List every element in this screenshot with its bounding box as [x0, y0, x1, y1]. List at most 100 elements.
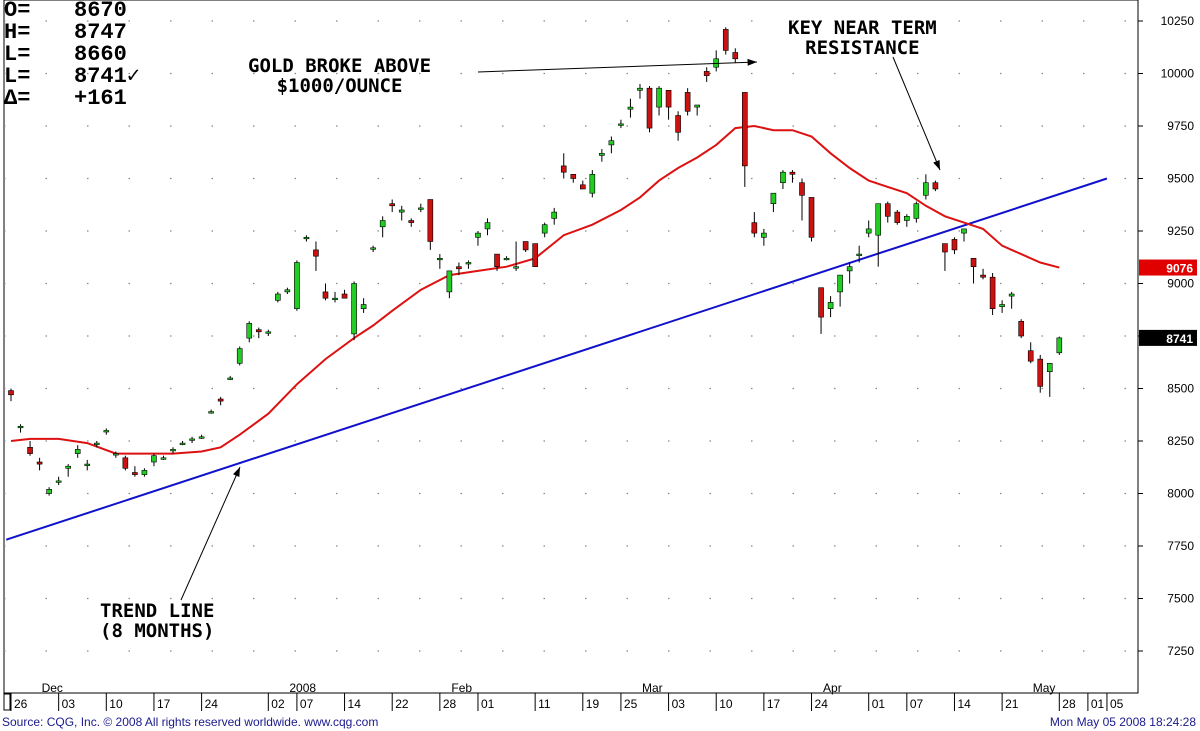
candle-body-109 — [1046, 362, 1053, 372]
x-axis-start-marker — [3, 693, 11, 711]
candle-body-65 — [627, 106, 634, 110]
candle-body-27 — [265, 331, 272, 334]
candle-body-18 — [179, 442, 186, 445]
ohlc-last-label: L= — [4, 64, 31, 89]
candle-body-110 — [1056, 337, 1063, 354]
candle-body-60 — [579, 184, 586, 190]
candle-body-40 — [389, 203, 396, 207]
x-tick-label-28: 28 — [443, 697, 457, 711]
candle-body-34 — [332, 297, 338, 301]
candle-body-2 — [27, 446, 33, 454]
candle-body-39 — [379, 220, 386, 228]
candle-body-13 — [132, 472, 138, 475]
candle-body-42 — [408, 220, 415, 223]
gold-arrow-head — [747, 58, 757, 66]
plot-border — [3, 0, 1139, 694]
candle-body-77 — [742, 92, 748, 167]
ohlc-last-value: 8741✓ — [74, 64, 141, 89]
candle-body-41 — [398, 209, 405, 213]
x-tick-label-26: 26 — [14, 697, 28, 711]
candle-body-55 — [532, 243, 538, 268]
candle-body-100 — [961, 228, 967, 234]
month-label-May: May — [1033, 681, 1056, 695]
month-label-2008: 2008 — [289, 681, 316, 695]
resistance-arrow-head — [933, 160, 940, 170]
x-tick-label-03: 03 — [62, 697, 76, 711]
candle-body-35 — [341, 293, 348, 299]
x-tick-label-17: 17 — [157, 697, 171, 711]
month-label-Feb: Feb — [451, 681, 472, 695]
candle-body-91 — [875, 203, 882, 236]
candle-body-38 — [370, 247, 376, 250]
annotation-gold-line2: $1000/OUNCE — [276, 75, 403, 97]
ohlc-high-value: 8747 — [74, 20, 127, 45]
candle-body-43 — [417, 207, 424, 210]
candle-body-11 — [113, 453, 119, 456]
candle-body-53 — [513, 266, 519, 269]
y-tick-label-8250: 8250 — [1167, 434, 1194, 448]
month-label-Dec: Dec — [42, 681, 63, 695]
ohlc-change-label: Δ= — [4, 86, 31, 111]
candle-body-89 — [856, 253, 862, 256]
candle-body-72 — [694, 104, 700, 108]
ohlc-high-label: H= — [4, 20, 31, 45]
x-tick-label-07: 07 — [300, 697, 314, 711]
candle-body-84 — [808, 197, 815, 238]
candle-body-31 — [303, 237, 310, 240]
candle-body-46 — [446, 270, 453, 293]
candle-body-16 — [160, 457, 167, 460]
candle-body-19 — [189, 438, 195, 441]
month-label-Apr: Apr — [823, 681, 842, 695]
candle-body-90 — [865, 228, 872, 234]
candle-body-71 — [684, 92, 691, 112]
candle-body-14 — [141, 470, 148, 475]
trend-line — [5, 177, 1108, 541]
candle-body-5 — [55, 480, 62, 483]
gold-arrow-shaft — [477, 61, 758, 73]
candle-body-94 — [904, 216, 910, 221]
x-tick-label-25: 25 — [624, 697, 638, 711]
trend-arrow-head — [233, 467, 240, 477]
last-value-label: 8741 — [1166, 332, 1193, 346]
candle-body-9 — [93, 442, 100, 445]
moving-average-line — [10, 124, 1060, 455]
y-tick-label-7250: 7250 — [1167, 644, 1194, 658]
ma-value-label: 9076 — [1166, 262, 1193, 276]
footer-source: Source: CQG, Inc. © 2008 All rights rese… — [2, 715, 379, 729]
annotation-trend-line2: (8 MONTHS) — [100, 620, 215, 642]
candle-body-4 — [46, 488, 52, 494]
candle-body-48 — [465, 262, 472, 265]
ohlc-open-label: O= — [4, 0, 31, 23]
candle-body-10 — [103, 430, 110, 433]
candle-body-101 — [970, 257, 977, 267]
x-tick-label-02: 02 — [271, 697, 285, 711]
candle-body-33 — [322, 291, 329, 299]
candle-body-36 — [351, 283, 357, 335]
x-tick-label-28: 28 — [1062, 697, 1076, 711]
candle-body-107 — [1027, 350, 1034, 362]
candle-body-104 — [999, 304, 1005, 307]
candle-body-70 — [675, 115, 681, 133]
candle-body-50 — [484, 222, 491, 230]
y-tick-label-9500: 9500 — [1167, 172, 1194, 186]
candle-body-97 — [932, 182, 939, 190]
ohlc-open-value: 8670 — [74, 0, 127, 23]
candle-body-1 — [17, 425, 24, 429]
candle-body-29 — [284, 289, 291, 293]
candle-body-20 — [198, 436, 205, 439]
trend-arrow-shaft — [180, 466, 241, 601]
y-tick-label-8000: 8000 — [1167, 487, 1194, 501]
candle-body-44 — [427, 199, 434, 242]
candle-body-96 — [923, 182, 929, 196]
candle-body-22 — [217, 398, 224, 402]
candle-body-82 — [789, 171, 796, 175]
ohlc-low-label: L= — [4, 42, 31, 67]
candle-body-76 — [732, 52, 739, 60]
candle-body-78 — [751, 222, 758, 234]
x-tick-label-01: 01 — [872, 697, 886, 711]
candle-body-103 — [989, 276, 996, 310]
candle-body-87 — [837, 274, 843, 293]
x-tick-label-22: 22 — [395, 697, 409, 711]
candle-body-15 — [151, 455, 157, 463]
candle-body-66 — [637, 87, 643, 91]
